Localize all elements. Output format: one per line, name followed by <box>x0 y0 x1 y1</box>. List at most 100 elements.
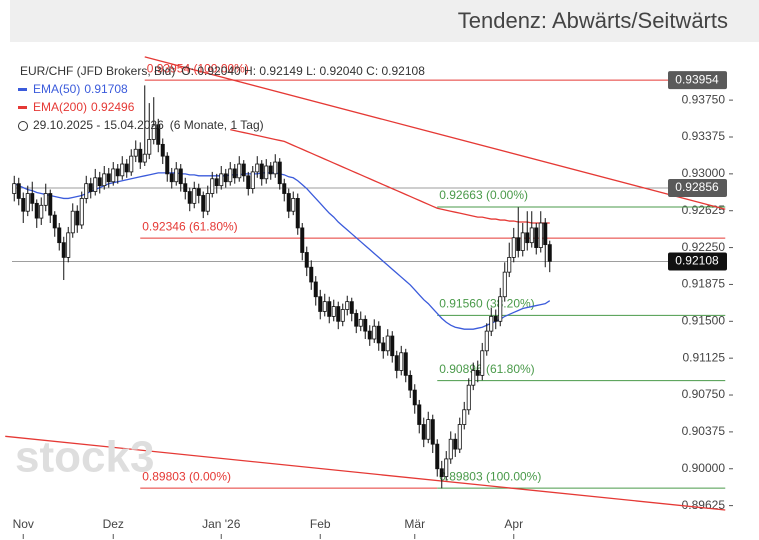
fib-label: 0.90896 (61.80%) <box>439 362 534 376</box>
candle-body <box>381 342 386 352</box>
candle-body <box>201 195 206 212</box>
candle-body <box>259 163 264 180</box>
candle-body <box>448 438 453 460</box>
candle-body <box>282 183 287 194</box>
candle-body <box>88 183 93 192</box>
trend-line <box>5 435 726 511</box>
candle-body <box>61 242 66 258</box>
legend-range: 29.10.2025 - 15.04.2026 (6 Monate, 1 Tag) <box>33 118 264 132</box>
candle-body <box>385 335 390 352</box>
candle-body <box>133 148 138 157</box>
candle-body <box>547 244 552 262</box>
candle-body <box>511 237 516 258</box>
candle-body <box>300 227 305 253</box>
candle-body <box>543 222 548 246</box>
price-box <box>668 252 727 271</box>
y-tick-label: 0.93750 <box>682 92 726 106</box>
candle-body <box>232 168 237 179</box>
candle-body <box>12 183 17 194</box>
legend-swatch <box>18 88 27 91</box>
legend-ohlc: O: 0.92040 H: 0.92149 L: 0.92040 C: 0.92… <box>181 64 425 78</box>
candle-body <box>75 210 80 226</box>
candle-body <box>322 301 327 312</box>
y-tick-label: 0.90000 <box>682 461 726 475</box>
legend-swatch <box>18 106 27 109</box>
candle-body <box>525 232 530 244</box>
y-tick-label: 0.93375 <box>682 129 726 143</box>
legend-ema50: EMA(50) 0.91708 <box>33 82 128 96</box>
y-tick-label: 0.91125 <box>683 350 726 364</box>
candle-body <box>160 143 165 157</box>
candle-body <box>237 163 242 179</box>
candle-body <box>223 173 228 183</box>
candle-body <box>52 214 57 229</box>
price-box <box>668 71 727 90</box>
candle-body <box>466 384 471 411</box>
candle-body <box>34 202 39 219</box>
legend-ema200-name: EMA(200) <box>33 100 87 114</box>
candle-body <box>273 161 278 175</box>
fib-label: 0.89803 (0.00%) <box>142 469 231 483</box>
candle-body <box>79 198 84 226</box>
candle-body <box>178 168 183 185</box>
candle-body <box>435 443 440 470</box>
candle-body <box>336 306 341 322</box>
candle-body <box>313 281 318 298</box>
candle-body <box>408 374 413 391</box>
candle-body <box>16 183 21 199</box>
candle-body <box>498 296 503 322</box>
candle-body <box>376 325 381 344</box>
candle-body <box>124 163 129 173</box>
candle-body <box>475 370 480 376</box>
candle-body <box>340 309 345 322</box>
candle-body <box>457 424 462 450</box>
candle-body <box>399 352 404 371</box>
candle-body <box>25 193 30 212</box>
candle-body <box>277 161 282 185</box>
x-tick-label: Mär <box>404 517 425 531</box>
candle-body <box>421 424 426 440</box>
candle-body <box>345 301 350 310</box>
candle-body <box>174 168 179 183</box>
legend-ema50-value: 0.91708 <box>84 82 128 96</box>
fib-label: 0.91560 (38.20%) <box>439 297 534 311</box>
candle-body <box>102 173 107 187</box>
ema-line <box>230 128 550 224</box>
candle-body <box>291 198 296 212</box>
y-tick-label: 0.90750 <box>682 387 726 401</box>
candle-body <box>318 296 323 312</box>
candle-body <box>372 325 377 340</box>
y-tick-label: 0.93000 <box>682 166 726 180</box>
candle-body <box>138 148 143 163</box>
candle-body <box>484 330 489 352</box>
candle-body <box>43 193 48 206</box>
candle-body <box>489 315 494 332</box>
candle-body <box>295 198 300 229</box>
x-tick-label: Feb <box>310 517 331 531</box>
candle-body <box>210 178 215 194</box>
candle-body <box>331 306 336 317</box>
x-tick-label: Dez <box>103 517 124 531</box>
candle-body <box>147 139 152 155</box>
candle-body <box>462 409 467 425</box>
candle-body <box>471 370 476 386</box>
price-box-label: 0.92108 <box>675 254 719 268</box>
candle-body <box>538 222 543 248</box>
candle-body <box>327 301 332 317</box>
candle-body <box>196 188 201 196</box>
candle-body <box>151 124 156 140</box>
candle-body <box>516 237 521 251</box>
candle-body <box>106 173 111 183</box>
candle-body <box>120 163 125 177</box>
candle-body <box>21 198 26 212</box>
candle-body <box>534 227 539 248</box>
price-box-label: 0.92856 <box>675 180 719 194</box>
candle-body <box>480 350 485 376</box>
fib-label: 0.92663 (0.00%) <box>439 188 528 202</box>
watermark: stock3 <box>15 433 154 482</box>
candle-body <box>39 204 44 219</box>
candle-body <box>142 153 147 163</box>
candle-body <box>111 168 116 183</box>
fib-label: 0.92346 (61.80%) <box>142 219 237 233</box>
